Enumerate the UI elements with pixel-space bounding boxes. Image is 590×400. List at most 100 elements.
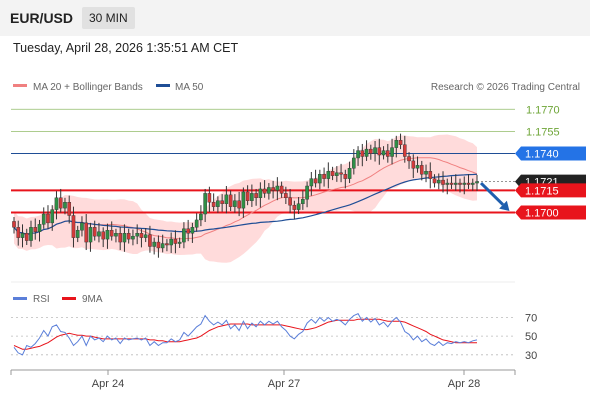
levels-layer: [11, 108, 515, 214]
candle-body: [292, 204, 297, 210]
candle-body: [250, 193, 254, 201]
candle-body: [135, 233, 139, 237]
candle-body: [58, 197, 63, 209]
symbol-label: EUR/USD: [10, 10, 74, 26]
candle-body: [309, 178, 314, 187]
forecast-arrow-head: [499, 200, 510, 212]
candle-body: [441, 179, 445, 185]
rsi-line: [13, 313, 478, 356]
timeframe-button[interactable]: 30 MIN: [82, 7, 135, 29]
candle-body: [211, 202, 216, 207]
candle-body: [330, 171, 335, 176]
candle-body: [105, 230, 110, 240]
candle-body: [80, 222, 84, 231]
candle-body: [390, 147, 394, 157]
candle-body: [233, 200, 237, 207]
candle-body: [182, 228, 186, 243]
candle-body: [207, 193, 212, 203]
candle-body: [54, 197, 59, 210]
chart-header: EUR/USD 30 MIN: [0, 0, 590, 36]
candle-body: [169, 238, 173, 246]
candle-body: [20, 233, 25, 238]
bollinger-band-layer: [14, 134, 477, 263]
candle-body: [449, 182, 454, 185]
candle-body: [41, 213, 46, 225]
candle-body: [428, 171, 433, 179]
candle-body: [118, 233, 122, 243]
candle-body: [470, 182, 475, 185]
candle-body: [216, 200, 220, 207]
candle-body: [160, 243, 165, 249]
candle-body: [402, 144, 407, 157]
candle-body: [419, 165, 424, 175]
rsi-legend: RSI 9MA: [13, 294, 103, 305]
candle-body: [432, 178, 437, 184]
rsi-layer: 70 50 30: [11, 312, 537, 362]
candle-body: [462, 182, 467, 185]
legend-swatch-rsi-ma: [62, 297, 76, 300]
candle-body: [37, 224, 42, 232]
candle-body: [415, 165, 420, 169]
candle-body: [398, 140, 403, 145]
candle-body: [190, 227, 195, 234]
rsi-tick-label: 50: [525, 331, 537, 343]
candle-body: [258, 188, 263, 199]
legend-ma20: MA 20 + Bollinger Bands: [33, 82, 143, 93]
candles-layer: [12, 133, 479, 258]
candle-body: [296, 203, 301, 210]
pivot-label-box: [515, 146, 586, 161]
candle-body: [453, 182, 458, 185]
candle-body: [24, 233, 29, 241]
resistance-label: 1.1700: [525, 208, 559, 220]
rsi-tick-label: 70: [525, 312, 537, 324]
legend-rsi: RSI: [33, 294, 50, 305]
candle-body: [352, 157, 356, 169]
candle-body: [279, 185, 284, 194]
candle-body: [377, 147, 382, 156]
candle-body: [199, 213, 203, 221]
candle-body: [88, 227, 93, 243]
legend-swatch-ma20: [13, 84, 27, 87]
candle-body: [381, 150, 386, 156]
candle-body: [305, 185, 309, 200]
x-tick-label: Apr 28: [448, 378, 480, 390]
x-tick-label: Apr 24: [92, 378, 124, 390]
candle-body: [126, 233, 131, 240]
copyright-note: Research © 2026 Trading Central: [431, 82, 580, 93]
candle-body: [466, 182, 471, 185]
candle-body: [326, 171, 331, 179]
candle-body: [335, 172, 339, 176]
candle-body: [152, 241, 156, 247]
candle-body: [177, 241, 182, 244]
candle-body: [12, 221, 16, 228]
candle-body: [271, 187, 275, 191]
candle-body: [445, 182, 450, 185]
candle-body: [109, 230, 114, 237]
candle-body: [245, 191, 250, 201]
candle-body: [84, 222, 89, 243]
candle-body: [339, 172, 343, 175]
target-label: 1.1770: [526, 104, 560, 116]
candle-body: [262, 188, 267, 194]
candle-body: [63, 202, 67, 209]
forecast-arrow-layer: [479, 181, 510, 212]
candle-body: [318, 173, 322, 184]
candle-body: [224, 194, 229, 204]
legend-rsi-ma: 9MA: [82, 294, 103, 305]
candle-body: [148, 234, 152, 247]
candle-body: [424, 171, 428, 175]
candle-body: [75, 230, 80, 238]
candle-body: [71, 215, 76, 238]
candle-body: [92, 227, 97, 237]
candle-body: [194, 219, 199, 228]
candle-body: [364, 148, 369, 157]
price-legend: MA 20 + Bollinger Bands MA 50: [13, 82, 204, 93]
candle-body: [33, 227, 38, 232]
candle-body: [360, 150, 365, 157]
candle-body: [139, 233, 144, 238]
candle-body: [165, 243, 169, 246]
candle-body: [237, 200, 241, 209]
bollinger-band: [14, 134, 477, 263]
resistance-label: 1.1715: [525, 185, 559, 197]
